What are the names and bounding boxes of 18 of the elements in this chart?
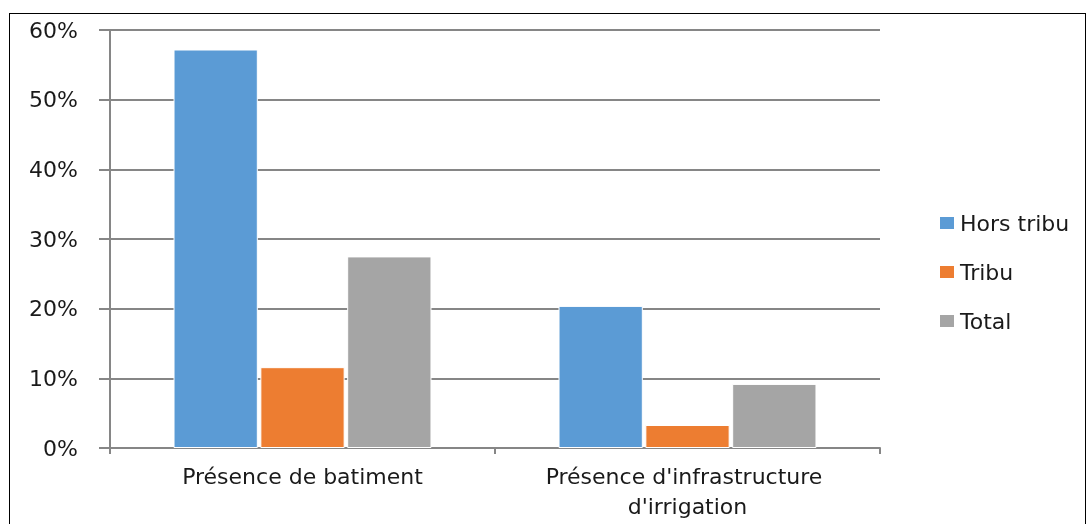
bar <box>732 383 817 448</box>
legend-label: Total <box>959 308 1012 334</box>
x-tick-label: Présence de batiment <box>182 463 424 489</box>
y-tick-label: 0% <box>43 435 78 461</box>
bar <box>347 256 432 448</box>
y-tick-label: 50% <box>29 87 78 113</box>
bar <box>173 49 258 448</box>
x-tick-label: Présence d'infrastructure d'irrigation <box>545 463 830 519</box>
y-tick-label: 10% <box>29 365 78 391</box>
bar <box>558 305 643 448</box>
y-tick-label: 20% <box>29 296 78 322</box>
y-tick-label: 60% <box>29 17 78 43</box>
y-tick-label: 40% <box>29 156 78 182</box>
bar <box>645 425 730 448</box>
y-tick-label: 30% <box>29 226 78 252</box>
legend-label: Hors tribu <box>960 210 1070 236</box>
bar <box>260 367 345 448</box>
legend-label: Tribu <box>959 259 1014 285</box>
